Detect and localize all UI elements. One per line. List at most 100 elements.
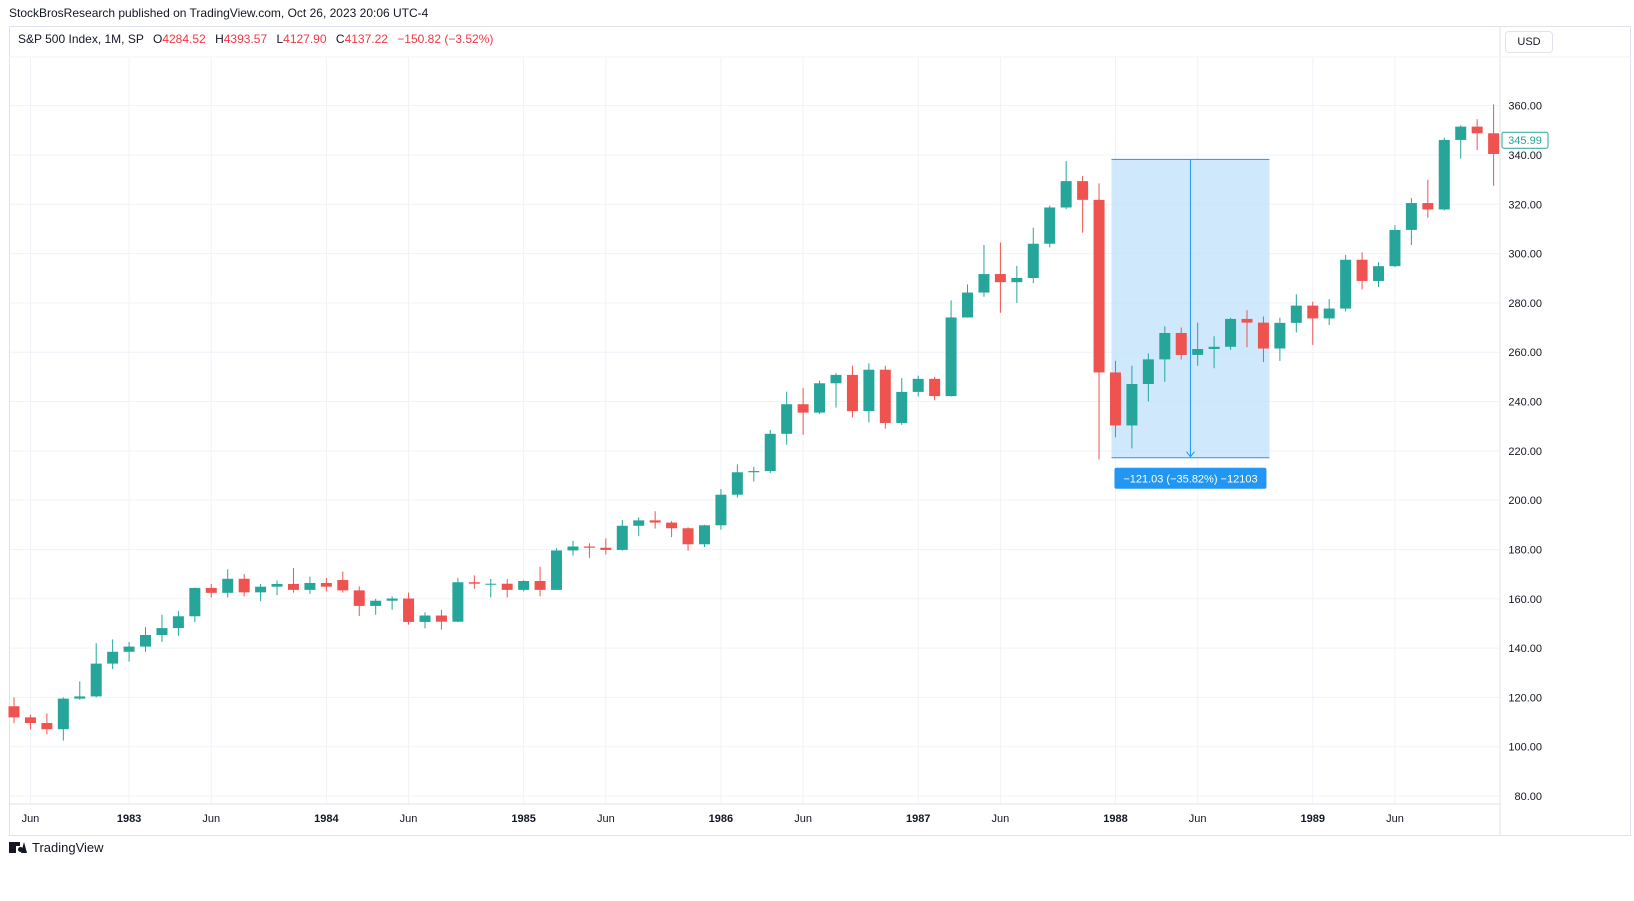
- currency-button[interactable]: USD: [1505, 31, 1553, 53]
- candle-body-up[interactable]: [370, 600, 382, 606]
- candle-body-down[interactable]: [205, 587, 217, 593]
- candle-body-down[interactable]: [1175, 332, 1187, 355]
- candle-body-up[interactable]: [1290, 305, 1302, 323]
- candle-body-down[interactable]: [1471, 126, 1483, 134]
- x-tick-label: Jun: [400, 813, 418, 825]
- candle-body-up[interactable]: [1405, 203, 1417, 230]
- candle-body-up[interactable]: [304, 582, 316, 590]
- candle-body-down[interactable]: [649, 520, 661, 523]
- candle-body-up[interactable]: [57, 698, 69, 730]
- candle-body-up[interactable]: [1323, 308, 1335, 319]
- candle-body-up[interactable]: [271, 583, 283, 587]
- candle-body-up[interactable]: [156, 628, 168, 636]
- candle-body-up[interactable]: [74, 696, 86, 699]
- candle-body-up[interactable]: [1438, 139, 1450, 210]
- candle-body-up[interactable]: [764, 433, 776, 472]
- candle-body-up[interactable]: [140, 635, 152, 647]
- candle-body-up[interactable]: [1389, 229, 1401, 267]
- candle-body-down[interactable]: [1257, 322, 1269, 349]
- candle-body-down[interactable]: [1241, 318, 1253, 323]
- candle-body-up[interactable]: [419, 615, 431, 622]
- candle-body-down[interactable]: [1356, 259, 1368, 281]
- candle-body-up[interactable]: [962, 292, 974, 318]
- candle-body-up[interactable]: [1208, 346, 1220, 350]
- candle-body-down[interactable]: [1307, 305, 1319, 319]
- candle-body-down[interactable]: [797, 404, 809, 413]
- candle-body-down[interactable]: [287, 583, 299, 590]
- candle-body-up[interactable]: [748, 471, 760, 473]
- candle-body-down[interactable]: [1488, 133, 1500, 154]
- candle-body-down[interactable]: [534, 581, 546, 590]
- candle-body-up[interactable]: [123, 646, 135, 652]
- candle-body-up[interactable]: [1192, 349, 1204, 355]
- measure-label-badge: [1114, 467, 1267, 489]
- candle-body-up[interactable]: [172, 616, 184, 629]
- candle-body-up[interactable]: [1340, 259, 1352, 309]
- candle-body-down[interactable]: [846, 374, 858, 412]
- candle-body-down[interactable]: [468, 582, 480, 584]
- candle-body-up[interactable]: [616, 525, 628, 550]
- candle-body-up[interactable]: [1027, 243, 1039, 278]
- candle-body-down[interactable]: [337, 580, 349, 591]
- candle-body-up[interactable]: [1142, 359, 1154, 385]
- candle-body-down[interactable]: [238, 578, 250, 593]
- candle-body-up[interactable]: [255, 586, 267, 593]
- tradingview-logo[interactable]: TradingView: [9, 840, 104, 855]
- candle-body-up[interactable]: [485, 583, 497, 585]
- y-tick-label: 220.00: [1508, 446, 1542, 458]
- candle-body-down[interactable]: [8, 706, 20, 718]
- candle-body-up[interactable]: [189, 587, 201, 617]
- candle-body-down[interactable]: [1422, 203, 1434, 210]
- candle-body-up[interactable]: [1274, 322, 1286, 349]
- candle-body-down[interactable]: [879, 369, 891, 423]
- candle-body-up[interactable]: [567, 546, 579, 551]
- candle-body-down[interactable]: [583, 546, 595, 548]
- candle-body-up[interactable]: [896, 391, 908, 423]
- candle-body-up[interactable]: [814, 383, 826, 413]
- candle-body-down[interactable]: [435, 615, 447, 622]
- candle-body-down[interactable]: [600, 547, 612, 550]
- candle-body-down[interactable]: [24, 717, 36, 724]
- candle-body-up[interactable]: [551, 550, 563, 590]
- candle-body-down[interactable]: [501, 583, 513, 590]
- candle-body-up[interactable]: [1126, 384, 1138, 426]
- candle-body-up[interactable]: [1044, 207, 1056, 244]
- candle-body-up[interactable]: [1159, 332, 1171, 360]
- candle-body-up[interactable]: [830, 374, 842, 384]
- candle-body-down[interactable]: [1093, 199, 1105, 373]
- candle-body-down[interactable]: [41, 723, 53, 730]
- candle-body-up[interactable]: [731, 472, 743, 495]
- candle-body-up[interactable]: [715, 494, 727, 526]
- candle-body-up[interactable]: [1011, 277, 1023, 283]
- candle-body-up[interactable]: [633, 520, 645, 526]
- candle-body-up[interactable]: [1455, 126, 1467, 140]
- candle-body-up[interactable]: [1373, 266, 1385, 281]
- candle-body-up[interactable]: [978, 274, 990, 293]
- measure-arrow-head: [1186, 451, 1195, 458]
- candle-body-up[interactable]: [222, 578, 234, 593]
- candle-body-down[interactable]: [929, 378, 941, 397]
- candle-body-up[interactable]: [386, 598, 398, 601]
- candle-body-up[interactable]: [945, 317, 957, 397]
- legend-open: 4284.52: [162, 32, 206, 46]
- x-tick-label: 1988: [1103, 813, 1127, 825]
- candle-body-up[interactable]: [107, 651, 119, 664]
- candle-body-down[interactable]: [666, 522, 678, 529]
- candle-body-up[interactable]: [912, 378, 924, 392]
- candle-body-up[interactable]: [1225, 318, 1237, 347]
- candle-body-up[interactable]: [452, 582, 464, 622]
- candle-body-down[interactable]: [682, 528, 694, 545]
- candle-body-down[interactable]: [353, 590, 365, 606]
- candle-body-down[interactable]: [320, 582, 332, 587]
- candle-body-down[interactable]: [1077, 181, 1089, 200]
- candle-body-down[interactable]: [1109, 372, 1121, 426]
- candle-body-down[interactable]: [403, 598, 415, 622]
- candle-body-down[interactable]: [994, 274, 1006, 283]
- candle-body-up[interactable]: [863, 369, 875, 412]
- candle-body-up[interactable]: [698, 525, 710, 545]
- candle-body-up[interactable]: [781, 404, 793, 434]
- candle-body-up[interactable]: [90, 663, 102, 697]
- candle-body-up[interactable]: [518, 581, 530, 590]
- candle-body-up[interactable]: [1060, 181, 1072, 208]
